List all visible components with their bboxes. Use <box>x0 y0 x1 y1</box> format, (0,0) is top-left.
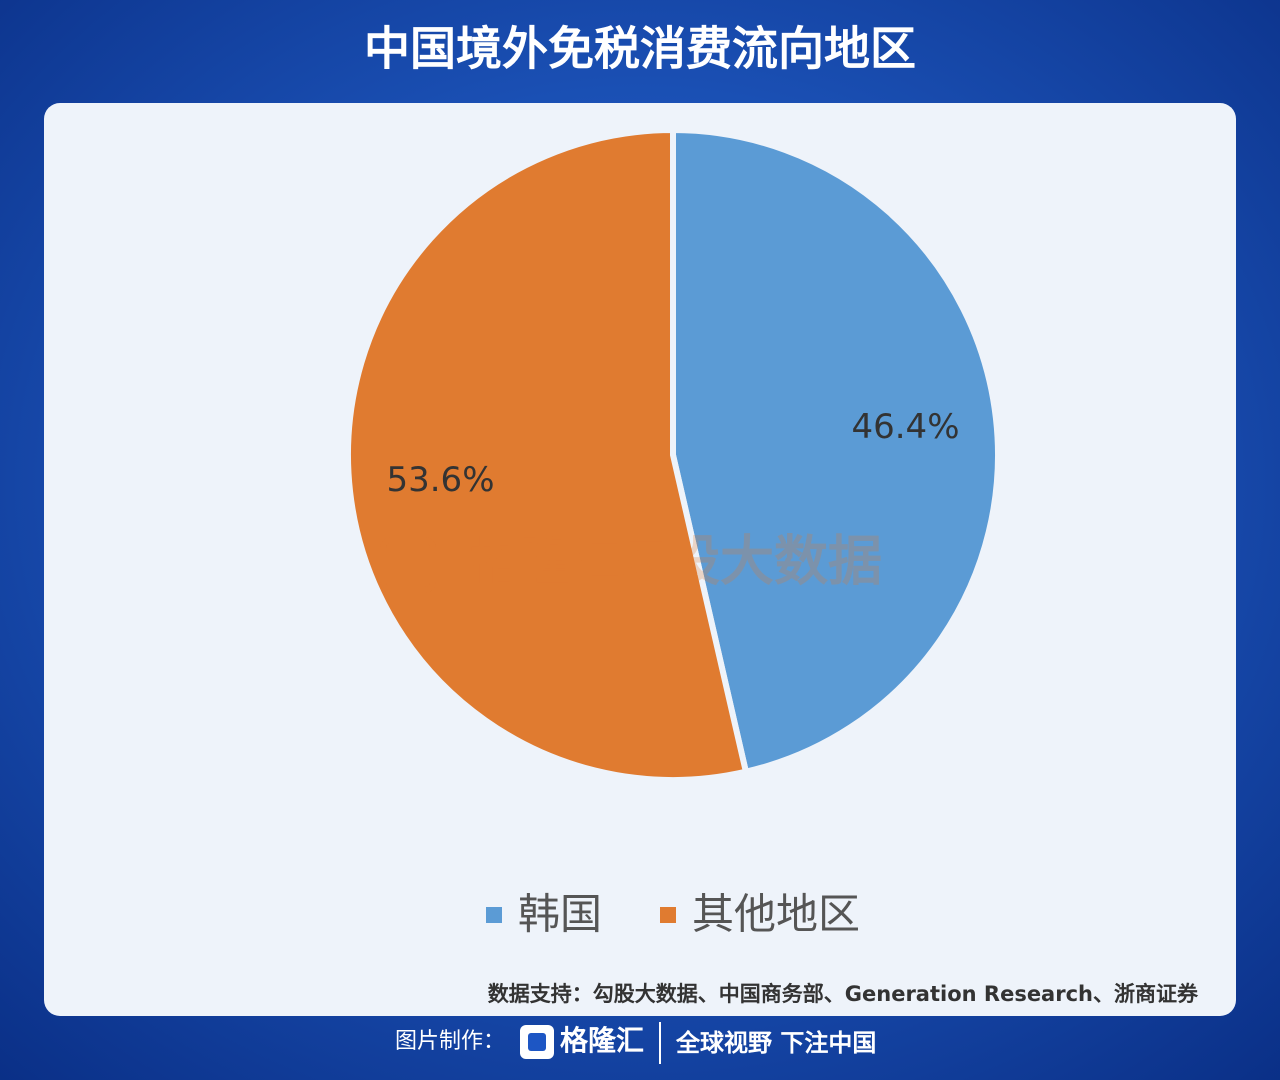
pie-slice <box>670 126 1001 776</box>
footer-brand: 格隆汇 <box>560 1024 644 1057</box>
watermark: 勾股大数据 <box>612 530 882 593</box>
footer-label: 图片制作： <box>395 1029 505 1054</box>
watermark: 格隆汇 <box>470 533 620 591</box>
legend-label: 韩国 <box>518 890 602 939</box>
data-label: 46.4% <box>851 407 959 447</box>
footer-logo-inner <box>528 1033 546 1051</box>
footer-slogan: 全球视野 下注中国 <box>675 1029 876 1057</box>
legend: 韩国 其他地区 <box>486 890 860 939</box>
watermark-logo <box>380 537 436 593</box>
chart-title: 中国境外免税消费流向地区 <box>364 22 916 76</box>
legend-label: 其他地区 <box>692 890 860 939</box>
legend-swatch <box>486 907 502 923</box>
data-label: 53.6% <box>386 460 494 500</box>
pie <box>345 126 1001 783</box>
source: 数据支持：勾股大数据、中国商务部、Generation Research、浙商证… <box>488 982 1199 1006</box>
legend-swatch <box>660 907 676 923</box>
pie-slice <box>345 126 750 783</box>
